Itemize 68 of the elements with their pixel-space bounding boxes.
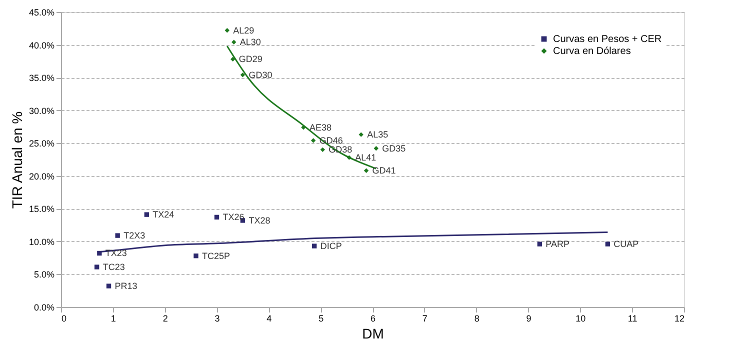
x-tick-label: 3 <box>214 314 220 324</box>
y-axis-title: TIR Anual en % <box>8 111 25 209</box>
x-tick-label: 5 <box>318 314 324 324</box>
y-tick-label: 10.0% <box>28 236 54 247</box>
point <box>240 72 246 78</box>
point <box>374 146 378 151</box>
annotation: GD35 <box>382 143 406 154</box>
x-axis-title: DM <box>362 326 384 342</box>
y-tick-label: 5.0% <box>34 270 54 280</box>
annotation: AE38 <box>309 122 332 132</box>
x-tick-label: 2 <box>162 314 168 324</box>
annotation: AL41 <box>355 152 376 163</box>
x-tick-label: 9 <box>526 314 532 324</box>
y-tick-label: 0.0% <box>34 302 54 312</box>
y-tick-label: 45.0% <box>28 8 54 18</box>
x-tick-label: 1 <box>110 314 116 324</box>
annotation: TX26 <box>222 212 244 222</box>
y-tick-label: 35.0% <box>28 73 54 84</box>
point <box>312 244 317 248</box>
annotation: TC25P <box>202 250 230 261</box>
point <box>194 254 198 258</box>
point <box>214 214 220 220</box>
point <box>310 138 316 143</box>
annotation: TX28 <box>248 215 270 226</box>
annotation: DICP <box>320 241 342 252</box>
annotation: TX23 <box>105 248 127 258</box>
point <box>115 233 120 238</box>
x-tick-label: 10 <box>576 314 586 324</box>
annotation: AL29 <box>233 25 254 36</box>
legend-label: Curva en Dólares <box>553 46 631 57</box>
annotation: GD29 <box>238 54 262 64</box>
point <box>320 147 326 152</box>
annotation: T2X3 <box>124 230 146 241</box>
annotation: TC23 <box>102 262 125 272</box>
point <box>230 56 236 62</box>
y-tick-label: 25.0% <box>28 138 54 149</box>
point <box>605 242 610 246</box>
x-tick-label: 0 <box>62 314 67 324</box>
point <box>358 132 364 137</box>
point <box>364 168 369 173</box>
annotation: TX24 <box>152 210 174 220</box>
annotation: CUAP <box>614 239 639 250</box>
y-tick-label: 30.0% <box>28 106 54 116</box>
annotation: AL30 <box>240 37 261 48</box>
point <box>537 242 542 246</box>
point <box>97 250 102 256</box>
point <box>94 264 100 270</box>
x-tick-label: 4 <box>266 314 272 324</box>
x-tick-label: 7 <box>422 314 428 324</box>
x-tick-label: 12 <box>674 314 684 324</box>
annotation: PR13 <box>114 281 138 292</box>
point <box>106 284 112 288</box>
legend-label: Curvas en Pesos + CER <box>553 34 662 45</box>
x-tick-label: 11 <box>628 314 638 324</box>
annotation: GD30 <box>248 70 272 80</box>
y-tick-label: 40.0% <box>28 40 54 50</box>
y-tick-label: 15.0% <box>28 204 54 214</box>
point <box>144 212 150 217</box>
point <box>301 125 306 130</box>
y-tick-label: 20.0% <box>28 171 54 182</box>
point <box>346 155 352 160</box>
point <box>232 40 236 44</box>
point <box>224 28 230 33</box>
x-tick-label: 6 <box>370 314 376 324</box>
x-tick-label: 8 <box>474 314 480 324</box>
annotation: AL35 <box>367 130 388 140</box>
annotation: PARP <box>546 239 570 250</box>
annotation: GD41 <box>372 166 396 176</box>
